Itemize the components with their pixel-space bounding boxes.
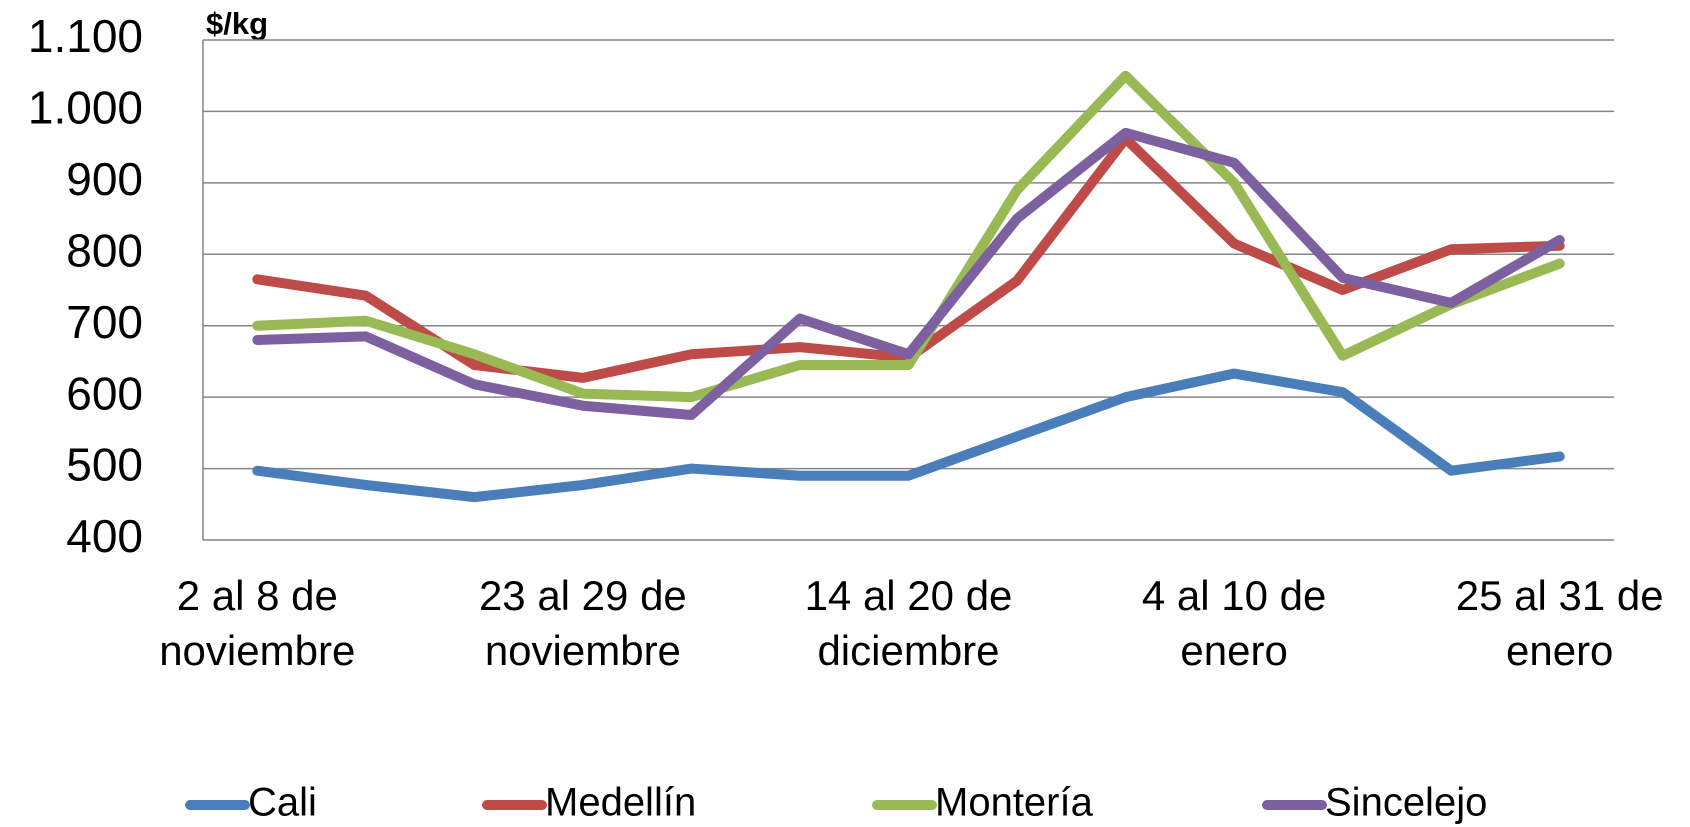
y-tick-label: 600 <box>66 367 143 419</box>
x-tick-label: 4 al 10 de enero <box>1141 572 1327 674</box>
series-line <box>252 127 1565 420</box>
x-tick-label: 2 al 8 de noviembre <box>159 572 356 674</box>
y-tick-label: 800 <box>66 224 143 276</box>
y-axis-unit: $/kg <box>206 6 268 41</box>
y-tick-label: 400 <box>66 510 143 562</box>
y-tick-label: 900 <box>66 153 143 205</box>
legend-label: Cali <box>248 781 317 825</box>
y-tick-label: 500 <box>66 439 143 491</box>
legend-label: Medellín <box>545 781 696 825</box>
x-tick-label: 25 al 31 de enero <box>1455 572 1664 674</box>
y-tick-label: 700 <box>66 296 143 348</box>
series-line <box>252 70 1565 403</box>
x-tick-label: 14 al 20 de diciembre <box>804 572 1013 674</box>
legend-label: Sincelejo <box>1325 781 1487 825</box>
x-tick-label: 23 al 29 de noviembre <box>478 572 687 674</box>
y-tick-label: 1.000 <box>28 82 143 134</box>
legend-label: Montería <box>935 781 1094 825</box>
y-tick-label: 1.100 <box>28 10 143 62</box>
series-line <box>252 368 1565 503</box>
